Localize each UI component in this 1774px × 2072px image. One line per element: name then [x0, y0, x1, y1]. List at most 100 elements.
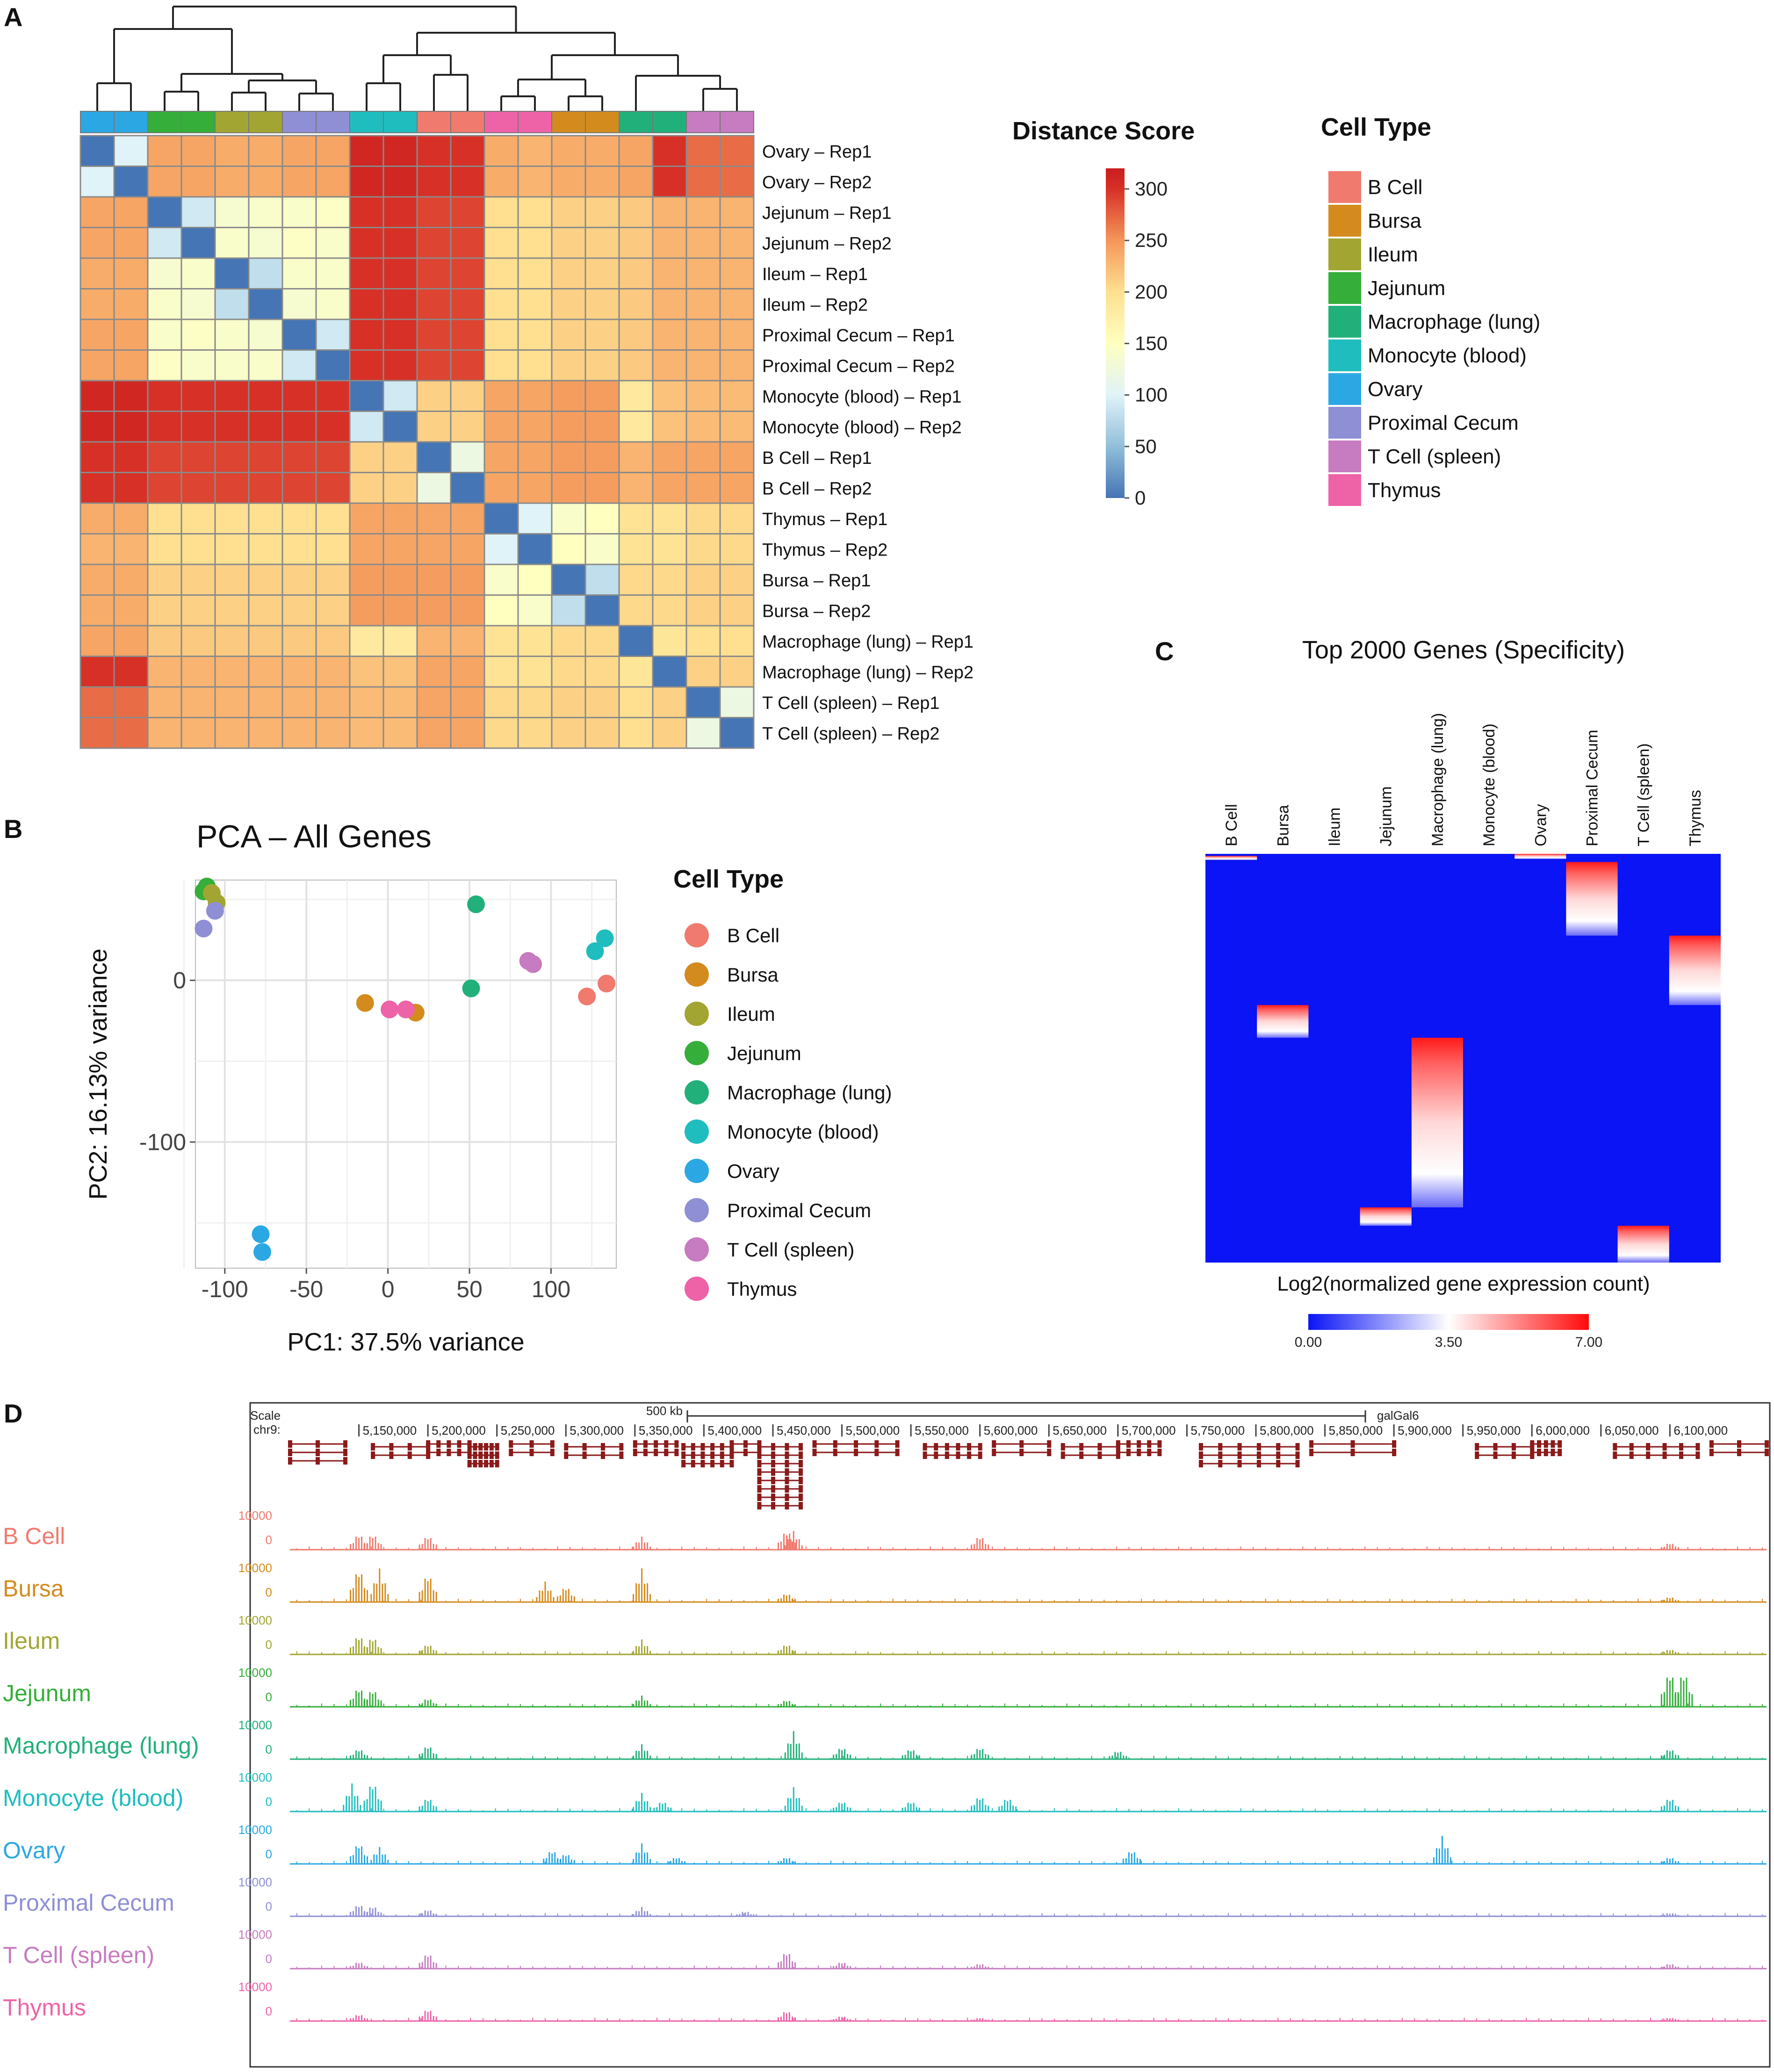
gene-exon	[1613, 1443, 1617, 1451]
heatmap-cell	[248, 686, 283, 718]
heatmap-cell	[248, 318, 283, 351]
gene-exon	[664, 1440, 669, 1448]
heatmap-cell	[618, 472, 654, 504]
gene-exon	[1237, 1443, 1242, 1451]
heatmap-cell	[450, 349, 485, 382]
gene-exon	[529, 1440, 534, 1448]
heatmap-cell	[382, 135, 418, 167]
column-label: T Cell (spleen)	[1635, 744, 1653, 846]
heatmap-cell	[315, 594, 351, 627]
gene-exon	[1646, 1443, 1651, 1451]
gene-exon	[288, 1449, 292, 1456]
gene-exon	[550, 1449, 555, 1456]
track-label: B Cell	[3, 1523, 65, 1549]
gene-exon	[1475, 1451, 1479, 1459]
gene-exon	[495, 1460, 499, 1467]
gene-exon	[1116, 1440, 1120, 1448]
heatmap-cell	[79, 472, 115, 504]
gene-exon	[743, 1440, 748, 1448]
heatmap-cell	[349, 717, 384, 749]
gene-exon	[700, 1443, 705, 1451]
heatmap-cell	[315, 533, 351, 565]
gene-exon	[582, 1443, 587, 1451]
heatmap-cell	[416, 227, 452, 259]
heatmap-cell	[719, 563, 755, 596]
heatmap-cell	[382, 349, 418, 382]
heatmap-cell	[281, 166, 317, 198]
heatmap-cell	[382, 318, 418, 351]
colorbar-title: Distance Score	[1012, 117, 1195, 145]
gene-exon	[681, 1460, 686, 1467]
gene-exon	[674, 1449, 679, 1456]
heatmap-cell	[113, 227, 149, 259]
heatmap-cell	[551, 502, 586, 534]
heatmap-cell	[416, 563, 452, 596]
heatmap-cell	[315, 717, 351, 749]
gene-exon	[923, 1443, 927, 1451]
heatmap-cell	[450, 625, 485, 657]
legend-swatch	[1327, 305, 1362, 339]
heatmap-cell	[214, 166, 250, 198]
heatmap-cell	[483, 594, 519, 627]
heatmap-cell	[584, 594, 620, 627]
heatmap-cell	[382, 502, 418, 534]
heatmap-cell	[416, 717, 452, 749]
gene-exon	[785, 1485, 789, 1493]
column-annotation-cell	[349, 111, 384, 133]
heatmap-cell	[450, 380, 485, 412]
heatmap-cell	[281, 288, 317, 320]
gene-exon	[874, 1440, 879, 1448]
gene-exon	[1550, 1449, 1555, 1456]
gene-exon	[654, 1449, 658, 1456]
gene-exon	[785, 1443, 789, 1451]
gene-exon	[674, 1440, 679, 1448]
heatmap-cell	[551, 318, 586, 351]
row-label: T Cell (spleen) – Rep2	[762, 724, 939, 744]
heatmap-cell	[147, 288, 182, 320]
gene-exon	[1295, 1460, 1300, 1467]
heatmap-cell	[483, 135, 519, 167]
legend-label: Ileum	[1368, 243, 1418, 266]
heatmap-cell	[551, 349, 586, 382]
column-annotation-cell	[720, 111, 754, 133]
heatmap-cell	[113, 625, 149, 657]
colorbar-tick-label: 3.50	[1435, 1335, 1462, 1350]
legend-swatch	[1327, 271, 1362, 305]
gene-exon	[371, 1443, 375, 1451]
heatmap-cell	[214, 533, 250, 565]
gene-exon	[457, 1440, 462, 1448]
heatmap-cell	[685, 318, 721, 351]
heatmap-cell	[551, 594, 586, 627]
heatmap-cell	[551, 257, 586, 289]
gene-exon	[1256, 1443, 1261, 1451]
heatmap-cell	[248, 656, 283, 688]
heatmap-cell	[281, 196, 317, 228]
track-ymax-label: 10000	[238, 1666, 272, 1680]
heatmap-cell	[584, 441, 620, 473]
scatter-point	[467, 895, 485, 913]
heatmap-cell	[147, 717, 182, 749]
legend-swatch	[1327, 440, 1362, 473]
heatmap-cell	[719, 502, 755, 534]
gene-exon	[495, 1443, 499, 1451]
gene-exon	[1493, 1451, 1498, 1459]
legend-label: T Cell (spleen)	[727, 1239, 854, 1261]
heatmap-cell	[450, 472, 485, 504]
heatmap-cell	[618, 135, 654, 167]
heatmap-cell	[315, 656, 351, 688]
heatmap-cell	[719, 411, 755, 443]
column-annotation-cell	[484, 111, 519, 133]
expression-block	[1566, 862, 1618, 936]
heatmap-cell	[382, 380, 418, 412]
gene-exon	[785, 1460, 789, 1467]
gene-exon	[720, 1451, 724, 1459]
heatmap-cell	[517, 625, 553, 657]
heatmap-cell	[147, 686, 182, 718]
track-ymax-label: 10000	[238, 1613, 272, 1627]
heatmap-cell	[719, 166, 755, 198]
gene-exon	[467, 1451, 472, 1459]
heatmap-cell	[248, 563, 283, 596]
gene-exon	[895, 1449, 900, 1456]
heatmap-cell	[685, 717, 721, 749]
gene-exon	[484, 1460, 489, 1467]
